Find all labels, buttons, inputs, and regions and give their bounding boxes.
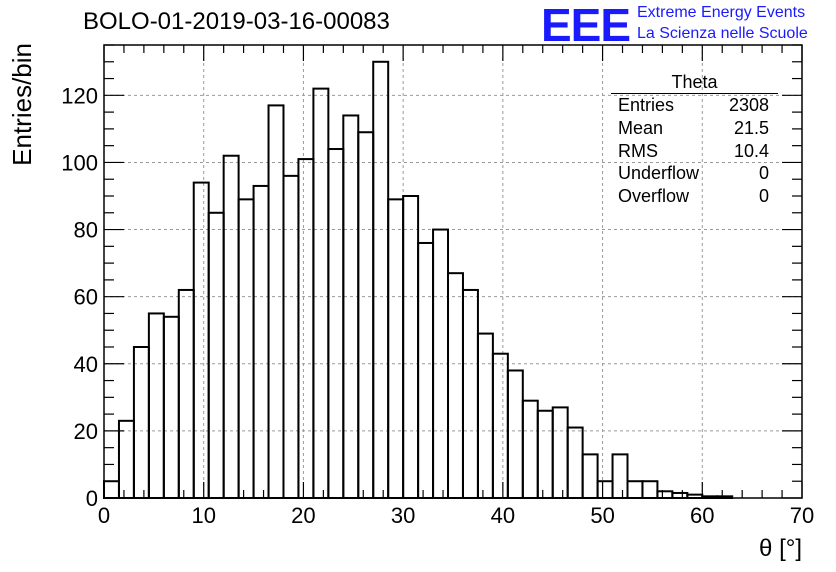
x-tick-label: 40 — [491, 503, 515, 528]
y-tick-label: 20 — [74, 419, 98, 444]
histogram-bars — [103, 60, 734, 500]
stats-row: Overflow 0 — [611, 185, 778, 208]
logo-line-1: Extreme Energy Events — [637, 4, 806, 21]
histogram-bar — [132, 346, 150, 499]
histogram-bar — [491, 352, 509, 500]
histogram-bar — [372, 60, 390, 500]
histogram-bar — [357, 131, 375, 499]
y-tick-label: 60 — [74, 285, 98, 310]
histogram-bar — [521, 399, 539, 500]
stats-row: Mean 21.5 — [611, 117, 778, 140]
stats-box: Theta Entries 2308 Mean 21.5 RMS 10.4 Un… — [611, 72, 778, 208]
histogram-bar — [387, 198, 405, 499]
histogram-bar — [297, 158, 315, 499]
stats-row: Entries 2308 — [611, 94, 778, 117]
histogram-bar — [671, 491, 689, 500]
y-tick-label: 120 — [61, 83, 98, 108]
stats-value: 21.5 — [733, 117, 769, 138]
histogram-bar — [611, 453, 629, 499]
x-tick-label: 10 — [191, 503, 215, 528]
histogram-bar — [581, 453, 599, 499]
x-tick-label: 50 — [590, 503, 614, 528]
y-axis-label: Entries/bin — [7, 43, 37, 166]
chart-title: BOLO-01-2019-03-16-00083 — [83, 8, 390, 35]
histogram-bar — [207, 211, 225, 499]
y-tick-label: 80 — [74, 218, 98, 243]
stats-label: RMS — [618, 140, 658, 161]
histogram-bar — [626, 480, 644, 500]
histogram-bar — [447, 272, 464, 499]
stats-value: 0 — [758, 163, 769, 184]
histogram-bar — [117, 419, 135, 500]
y-tick-label: 40 — [74, 352, 98, 377]
stats-value: 2308 — [728, 95, 769, 115]
plot-frame — [103, 44, 803, 499]
x-tick-label: 20 — [291, 503, 315, 528]
histogram-bar — [506, 369, 524, 499]
histogram-bar — [656, 490, 674, 499]
stats-row: RMS 10.4 — [611, 140, 778, 163]
histogram-bar — [103, 480, 120, 500]
logo-line-2: La Scienza nelle Scuole — [637, 25, 808, 42]
x-tick-label: 0 — [98, 503, 110, 528]
x-tick-label: 60 — [690, 503, 714, 528]
histogram-bar — [641, 480, 659, 500]
x-tick-label: 30 — [391, 503, 415, 528]
histogram-bar — [252, 184, 270, 500]
axis-ticks — [103, 44, 803, 499]
stats-label: Entries — [618, 95, 675, 115]
histogram-bar — [222, 154, 240, 499]
histogram-bar — [267, 104, 285, 500]
histogram-bar — [476, 332, 494, 500]
histogram-bar — [566, 426, 584, 499]
stats-label: Overflow — [618, 186, 690, 207]
histogram-bar — [402, 195, 420, 499]
histogram-bar — [327, 148, 345, 499]
histogram-bar — [536, 409, 554, 499]
x-tick-label: 70 — [790, 503, 814, 528]
histogram-bar — [177, 288, 195, 500]
histogram-bar — [461, 288, 479, 500]
stats-label: Underflow — [618, 163, 700, 184]
histogram-bar — [162, 315, 180, 499]
eee-logo: EEE — [541, 0, 631, 51]
histogram-bar — [282, 174, 300, 499]
y-tick-label: 100 — [61, 150, 98, 175]
tick-labels: 0 10 20 30 40 50 60 70 0 20 40 60 80 100 120 — [61, 83, 814, 528]
stats-value: 0 — [758, 186, 769, 207]
histogram-bar — [312, 87, 330, 499]
histogram-bar — [237, 198, 255, 499]
histogram-bar — [417, 241, 435, 499]
histogram-bar — [596, 480, 614, 500]
stats-value: 10.4 — [733, 140, 769, 161]
histogram-bar — [342, 114, 360, 499]
y-tick-label: 0 — [86, 486, 98, 511]
stats-row: Underflow 0 — [611, 162, 778, 185]
x-axis-label: θ [°] — [759, 535, 802, 562]
histogram-bar — [551, 406, 569, 499]
stats-title: Theta — [611, 72, 778, 94]
histogram-bar — [147, 312, 165, 500]
stats-label: Mean — [618, 117, 664, 138]
grid — [104, 45, 802, 498]
